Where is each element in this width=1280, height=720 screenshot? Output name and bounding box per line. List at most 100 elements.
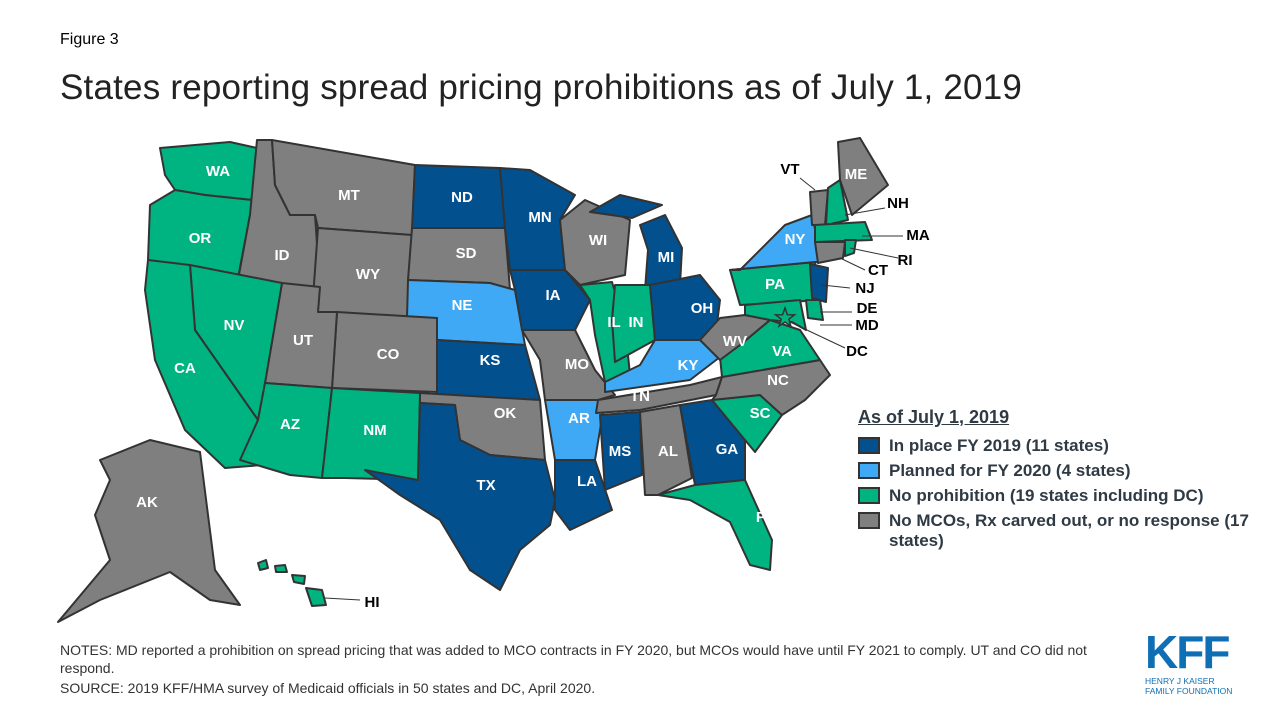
state-label-ca: CA — [174, 360, 196, 377]
state-la — [554, 459, 613, 531]
legend-swatch — [858, 487, 880, 504]
state-label-mn: MN — [528, 209, 551, 226]
state-label-hi: HI — [365, 594, 380, 611]
state-al — [639, 404, 693, 496]
state-label-az: AZ — [280, 416, 300, 433]
state-label-mi: MI — [658, 249, 675, 266]
state-label-ks: KS — [480, 352, 501, 369]
state-label-va: VA — [772, 343, 792, 360]
state-ny — [729, 214, 823, 271]
state-fl — [657, 479, 773, 571]
state-label-ri: RI — [898, 252, 913, 269]
state-label-mt: MT — [338, 187, 360, 204]
state-dc — [773, 305, 797, 328]
state-label-dc: DC — [846, 343, 868, 360]
state-label-fl: FL — [756, 509, 774, 526]
state-label-nh: NH — [887, 195, 909, 212]
notes: NOTES: MD reported a prohibition on spre… — [60, 642, 1087, 676]
legend-label: No MCOs, Rx carved out, or no response (… — [889, 511, 1249, 550]
legend-item-no-prohibition: No prohibition (19 states including DC) — [858, 486, 1259, 506]
state-label-la: LA — [577, 473, 597, 490]
state-label-al: AL — [658, 443, 678, 460]
state-label-ar: AR — [568, 410, 590, 427]
state-hi — [274, 564, 288, 573]
state-nj — [809, 263, 829, 303]
state-label-mo: MO — [565, 356, 589, 373]
state-label-sd: SD — [456, 245, 477, 262]
legend-label: No prohibition (19 states including DC) — [889, 486, 1204, 505]
state-label-ut: UT — [293, 332, 313, 349]
state-mi — [589, 194, 663, 219]
leader-line-dc — [789, 321, 846, 349]
state-label-tx: TX — [476, 477, 495, 494]
state-label-ma: MA — [906, 227, 929, 244]
state-label-ne: NE — [452, 297, 473, 314]
leader-line-ct — [839, 257, 866, 271]
state-mo — [521, 329, 616, 401]
state-label-wy: WY — [356, 266, 380, 283]
legend-label: Planned for FY 2020 (4 states) — [889, 461, 1131, 480]
state-label-oh: OH — [691, 300, 714, 317]
legend-title: As of July 1, 2019 — [858, 407, 1010, 427]
leader-line-vt — [799, 177, 816, 191]
state-label-tn: TN — [630, 388, 650, 405]
source: SOURCE: 2019 KFF/HMA survey of Medicaid … — [60, 680, 596, 696]
state-label-md: MD — [855, 317, 878, 334]
state-ak — [57, 439, 241, 623]
legend-item-no-mco: No MCOs, Rx carved out, or no response (… — [858, 511, 1259, 551]
state-label-nv: NV — [224, 317, 245, 334]
legend-swatch — [858, 462, 880, 479]
state-label-in: IN — [629, 314, 644, 331]
state-label-ok: OK — [494, 405, 517, 422]
kff-logo: KFF HENRY J KAISER FAMILY FOUNDATION — [1145, 628, 1232, 696]
state-label-ms: MS — [609, 443, 632, 460]
state-in — [611, 284, 656, 363]
state-hi — [257, 559, 269, 571]
state-ms — [599, 411, 643, 491]
state-wi — [559, 199, 631, 286]
state-label-ct: CT — [868, 262, 888, 279]
state-label-co: CO — [377, 346, 400, 363]
state-tx — [364, 402, 556, 591]
state-label-ga: GA — [716, 441, 739, 458]
footer: NOTES: MD reported a prohibition on spre… — [60, 641, 1120, 697]
state-label-wv: WV — [723, 333, 747, 350]
state-label-pa: PA — [765, 276, 785, 293]
logo-line-1: HENRY J KAISER — [1145, 676, 1215, 686]
legend-item-in-place: In place FY 2019 (11 states) — [858, 436, 1259, 456]
state-label-id: ID — [275, 247, 290, 264]
state-hi — [305, 587, 327, 607]
state-label-nd: ND — [451, 189, 473, 206]
state-label-ak: AK — [136, 494, 158, 511]
leader-line-ri — [849, 247, 899, 259]
state-label-or: OR — [189, 230, 212, 247]
state-label-ia: IA — [546, 287, 561, 304]
map-legend: As of July 1, 2019 In place FY 2019 (11 … — [858, 407, 1259, 556]
state-nh — [825, 179, 849, 226]
state-label-de: DE — [857, 300, 878, 317]
state-ks — [436, 339, 541, 401]
logo-mark: KFF — [1145, 626, 1230, 678]
legend-swatch — [858, 512, 880, 529]
state-label-nj: NJ — [855, 280, 874, 297]
state-label-nc: NC — [767, 372, 789, 389]
legend-label: In place FY 2019 (11 states) — [889, 436, 1109, 455]
state-ca — [144, 259, 263, 469]
state-label-il: IL — [607, 314, 620, 331]
state-label-ny: NY — [785, 231, 806, 248]
state-label-wi: WI — [589, 232, 607, 249]
legend-item-planned: Planned for FY 2020 (4 states) — [858, 461, 1259, 481]
leader-line-nh — [844, 207, 886, 216]
legend-swatch — [858, 437, 880, 454]
state-label-sc: SC — [750, 405, 771, 422]
state-me — [837, 137, 889, 216]
state-ct — [814, 241, 846, 264]
leader-line-hi — [324, 597, 361, 601]
state-label-wa: WA — [206, 163, 230, 180]
state-label-ky: KY — [678, 357, 699, 374]
state-ma — [814, 221, 873, 243]
leader-line-nj — [821, 284, 851, 289]
state-label-me: ME — [845, 166, 868, 183]
state-label-vt: VT — [780, 161, 799, 178]
